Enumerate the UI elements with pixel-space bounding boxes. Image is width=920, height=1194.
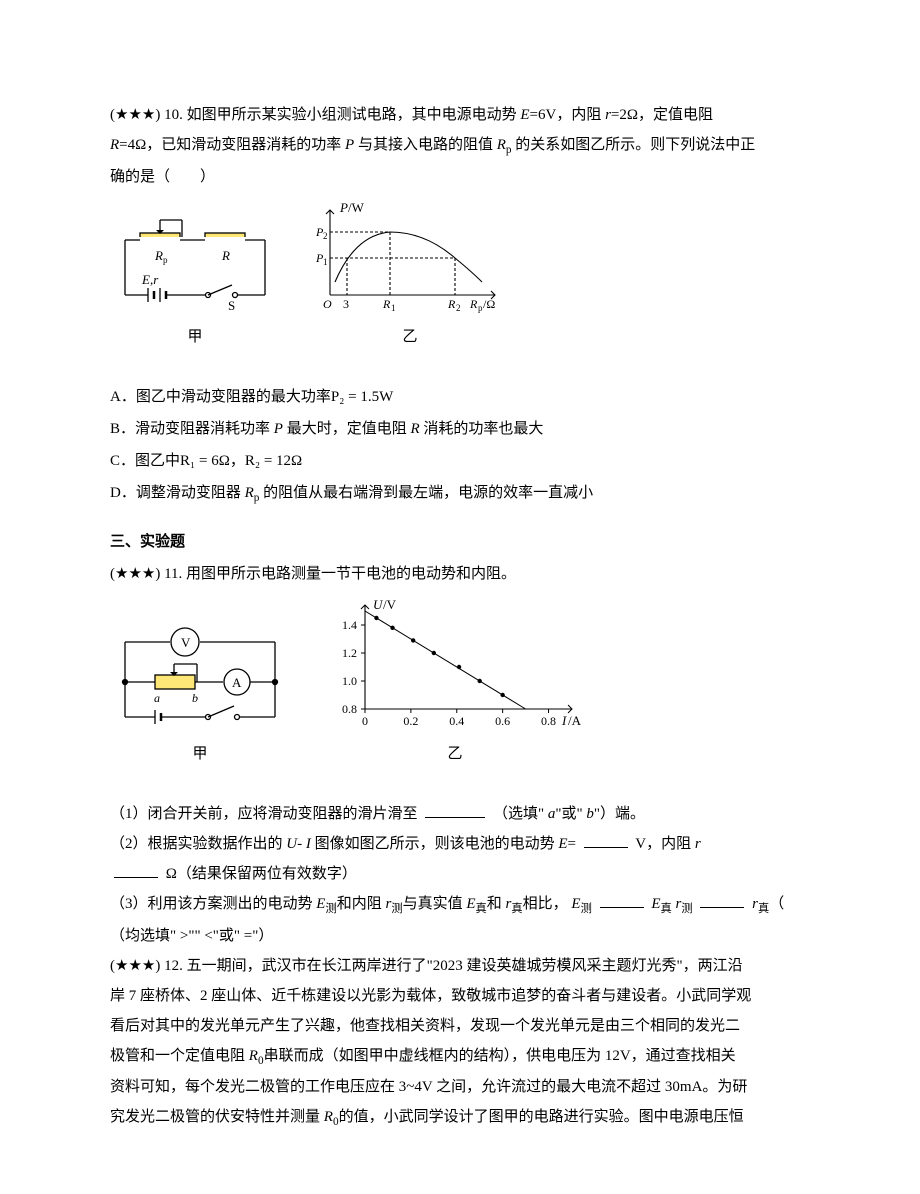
svg-text:/V: /V xyxy=(383,597,397,612)
svg-text:2: 2 xyxy=(456,303,461,313)
blank-input[interactable] xyxy=(700,892,744,908)
q11-sub1: （1）闭合开关前，应将滑动变阻器的滑片滑至 （选填" a"或" b"）端。 xyxy=(110,799,810,829)
q10-circuit: R p R E,r S 甲 xyxy=(110,210,280,352)
svg-text:I: I xyxy=(561,713,567,728)
q10-opt-a: A．图乙中滑动变阻器的最大功率P₂ = 1.5W xyxy=(110,382,810,412)
svg-text:a: a xyxy=(154,691,160,705)
svg-text:0.4: 0.4 xyxy=(449,714,464,728)
svg-text:1: 1 xyxy=(323,257,328,267)
svg-text:1: 1 xyxy=(391,303,396,313)
q10-stem-3: 确的是（ ） xyxy=(110,162,810,192)
svg-text:0.8: 0.8 xyxy=(342,702,357,716)
q11-stars: (★★★) 11. xyxy=(110,566,186,582)
q12-line5: 资料可知，每个发光二极管的工作电压应在 3~4V 之间，允许流过的最大电流不超过… xyxy=(110,1072,810,1102)
q10-plot-caption: 乙 xyxy=(310,322,510,352)
svg-text:1.4: 1.4 xyxy=(342,618,357,632)
svg-text:R: R xyxy=(154,248,163,263)
svg-text:R: R xyxy=(382,297,391,311)
svg-text:b: b xyxy=(192,691,198,705)
q10-stem: (★★★) 10. 如图甲所示某实验小组测试电路，其中电源电动势 E=6V，内阻… xyxy=(110,100,810,130)
svg-text:p: p xyxy=(163,255,168,265)
blank-input[interactable] xyxy=(425,802,485,818)
section-3-heading: 三、实验题 xyxy=(110,527,810,557)
q11-sub2b: Ω（结果保留两位有效数字） xyxy=(110,859,810,889)
svg-text:V: V xyxy=(181,635,191,650)
q10-plot: P /W P2 P1 O 3 R1 R2 Rp /Ω 乙 xyxy=(310,200,510,352)
q10-opt-d: D．调整滑动变阻器 Rp 的阻值从最右端滑到最左端，电源的效率一直减小 xyxy=(110,478,810,510)
blank-input[interactable] xyxy=(114,862,158,878)
svg-text:0.6: 0.6 xyxy=(495,714,510,728)
q11-plot: 0.81.01.21.400.20.40.60.8U/VI/A 乙 xyxy=(320,597,590,769)
q11-figures: V A a b 甲 0.81.01.21.400.20.40.60.8U/VI/… xyxy=(110,597,810,769)
q12-line3: 看后对其中的发光单元产生了兴趣，他查找相关资料，发现一个发光单元是由三个相同的发… xyxy=(110,1011,810,1041)
svg-text:O: O xyxy=(323,297,332,311)
q11-sub3: （3）利用该方案测出的电动势 E测和内阻 r测与真实值 E真和 r真相比， E测… xyxy=(110,889,810,921)
q10-opt-c: C．图乙中R₁ = 6Ω，R₂ = 12Ω xyxy=(110,446,810,476)
svg-text:2: 2 xyxy=(323,231,328,241)
blank-input[interactable] xyxy=(600,892,644,908)
q10-opt-b: B．滑动变阻器消耗功率 P 最大时，定值电阻 R 消耗的功率也最大 xyxy=(110,414,810,444)
q12-stars: (★★★) 12. xyxy=(110,958,187,974)
q11-circuit: V A a b 甲 xyxy=(110,622,290,769)
svg-text:1.2: 1.2 xyxy=(342,646,357,660)
svg-text:R: R xyxy=(221,248,230,263)
q11-sub2: （2）根据实验数据作出的 U- I 图像如图乙所示，则该电池的电动势 E= V，… xyxy=(110,829,810,859)
q12-line1: (★★★) 12. 五一期间，武汉市在长江两岸进行了"2023 建设英雄城劳模风… xyxy=(110,951,810,981)
q11-stem: (★★★) 11. 用图甲所示电路测量一节干电池的电动势和内阻。 xyxy=(110,559,810,589)
svg-text:/A: /A xyxy=(568,713,582,728)
svg-text:0.2: 0.2 xyxy=(403,714,418,728)
q12-line4: 极管和一个定值电阻 R0串联而成（如图甲中虚线框内的结构），供电电压为 12V，… xyxy=(110,1041,810,1073)
svg-text:E,r: E,r xyxy=(141,272,159,287)
svg-text:S: S xyxy=(228,298,235,313)
svg-text:R: R xyxy=(469,297,478,311)
svg-text:1.0: 1.0 xyxy=(342,674,357,688)
q10-stars: (★★★) 10. xyxy=(110,107,187,123)
q11-plot-caption: 乙 xyxy=(320,739,590,769)
q10-figures: R p R E,r S 甲 P xyxy=(110,200,810,352)
svg-text:/Ω: /Ω xyxy=(483,297,495,311)
q12-line2: 岸 7 座桥体、2 座山体、近千栋建设以光影为载体，致敬城市追梦的奋斗者与建设者… xyxy=(110,981,810,1011)
svg-text:3: 3 xyxy=(343,297,349,311)
q11-circuit-caption: 甲 xyxy=(110,739,290,769)
q10-options: A．图乙中滑动变阻器的最大功率P₂ = 1.5W B．滑动变阻器消耗功率 P 最… xyxy=(110,382,810,510)
q11-sub3b: （均选填" >"" <"或" ="） xyxy=(110,921,810,951)
svg-text:0: 0 xyxy=(362,714,368,728)
svg-text:A: A xyxy=(232,675,242,690)
blank-input[interactable] xyxy=(584,832,628,848)
svg-text:0.8: 0.8 xyxy=(541,714,556,728)
svg-text:P: P xyxy=(339,200,348,215)
q12-line6: 究发光二极管的伏安特性并测量 R0的值，小武同学设计了图甲的电路进行实验。图中电… xyxy=(110,1102,810,1134)
q10-circuit-caption: 甲 xyxy=(110,322,280,352)
svg-text:R: R xyxy=(447,297,456,311)
q10-stem-2: R=4Ω，已知滑动变阻器消耗的功率 P 与其接入电路的阻值 Rp 的关系如图乙所… xyxy=(110,130,810,162)
svg-text:/W: /W xyxy=(348,200,365,215)
